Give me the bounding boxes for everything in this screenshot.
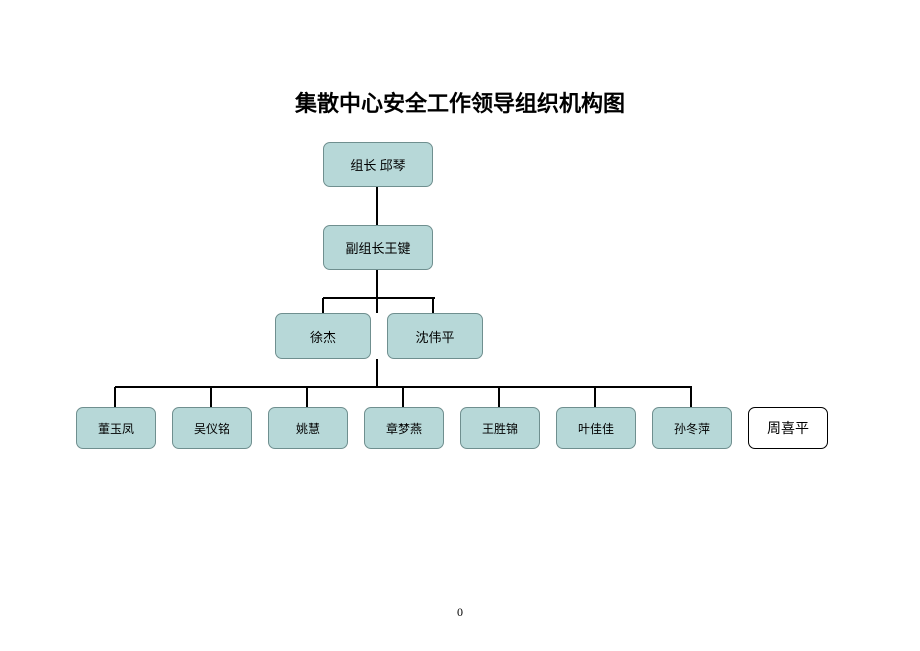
- connector: [402, 387, 404, 407]
- connector: [432, 298, 434, 313]
- connector: [322, 298, 324, 313]
- connector: [498, 387, 500, 407]
- org-node-n2: 副组长王键: [323, 225, 433, 270]
- connector: [376, 359, 378, 387]
- org-node-n6: 吴仪铭: [172, 407, 252, 449]
- org-node-n1: 组长 邱琴: [323, 142, 433, 187]
- connector: [376, 187, 378, 225]
- org-node-n9: 王胜锦: [460, 407, 540, 449]
- org-node-n8: 章梦燕: [364, 407, 444, 449]
- org-node-n4: 沈伟平: [387, 313, 483, 359]
- org-node-n5: 董玉凤: [76, 407, 156, 449]
- connector: [376, 270, 378, 313]
- org-node-n7: 姚慧: [268, 407, 348, 449]
- page-number: 0: [0, 605, 920, 620]
- chart-title: 集散中心安全工作领导组织机构图: [0, 86, 920, 118]
- connector: [306, 387, 308, 407]
- connector: [690, 387, 692, 407]
- org-node-n12: 周喜平: [748, 407, 828, 449]
- connector: [210, 387, 212, 407]
- org-node-n10: 叶佳佳: [556, 407, 636, 449]
- connector: [594, 387, 596, 407]
- org-node-n3: 徐杰: [275, 313, 371, 359]
- connector: [323, 297, 435, 299]
- connector: [114, 387, 116, 407]
- org-node-n11: 孙冬萍: [652, 407, 732, 449]
